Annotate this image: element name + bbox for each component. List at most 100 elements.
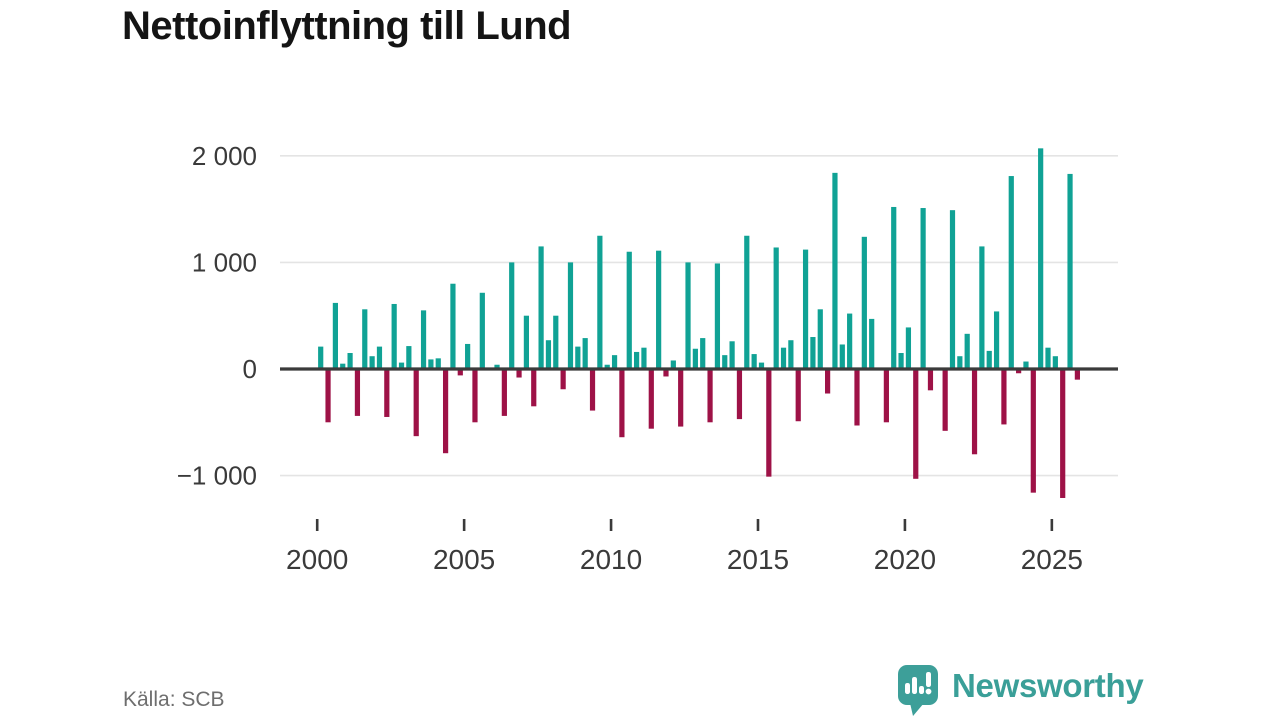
- bar-2005-Q2: [472, 369, 478, 423]
- bar-2009-Q3: [597, 235, 603, 369]
- bar-2012-Q1: [670, 360, 676, 369]
- bar-2017-Q3: [832, 172, 838, 369]
- bar-2016-Q1: [788, 340, 794, 369]
- bar-2002-Q4: [398, 362, 405, 369]
- bar-2019-Q3: [891, 206, 897, 369]
- bar-2002-Q1: [376, 346, 383, 369]
- bar-2003-Q4: [428, 359, 434, 369]
- bar-2009-Q1: [582, 338, 588, 369]
- bar-2025-Q1: [1052, 356, 1058, 369]
- bar-2022-Q1: [964, 333, 970, 369]
- bar-2000-Q2: [325, 369, 331, 423]
- bar-2015-Q2: [766, 369, 772, 477]
- x-axis-tick-label: 2005: [433, 544, 495, 575]
- bar-2002-Q2: [384, 369, 390, 417]
- bar-2006-Q2: [501, 369, 507, 416]
- bar-2006-Q1: [494, 364, 500, 369]
- bar-2020-Q3: [920, 208, 926, 369]
- bar-2013-Q1: [700, 338, 706, 369]
- bar-2007-Q2: [531, 369, 537, 407]
- x-axis-tick-label: 2015: [727, 544, 789, 575]
- y-axis-tick-label: 2 000: [192, 141, 257, 171]
- bar-2011-Q2: [648, 369, 654, 429]
- bar-2025-Q2: [1060, 369, 1066, 498]
- bar-2013-Q4: [722, 355, 728, 369]
- bar-2008-Q1: [553, 315, 559, 369]
- bar-2012-Q3: [685, 262, 691, 369]
- bar-2022-Q3: [979, 246, 985, 369]
- bar-2014-Q3: [744, 235, 750, 369]
- bar-2024-Q2: [1030, 369, 1036, 493]
- bar-2023-Q2: [1001, 369, 1007, 425]
- bar-2001-Q4: [369, 356, 375, 369]
- bar-2005-Q3: [479, 292, 485, 369]
- bar-2007-Q3: [538, 246, 544, 369]
- bar-2000-Q3: [332, 302, 338, 369]
- bar-2025-Q4: [1074, 369, 1080, 380]
- bar-2017-Q1: [817, 309, 823, 369]
- bar-2001-Q1: [347, 353, 353, 369]
- bar-2023-Q3: [1008, 176, 1014, 369]
- bar-2008-Q4: [575, 346, 581, 369]
- bar-2012-Q2: [678, 369, 684, 427]
- bar-2013-Q2: [707, 369, 713, 423]
- bar-2023-Q4: [1016, 369, 1022, 374]
- bar-2002-Q3: [391, 303, 397, 369]
- bar-2001-Q3: [362, 309, 368, 369]
- x-axis-tick-label: 2010: [580, 544, 642, 575]
- bar-2021-Q4: [957, 356, 963, 369]
- bar-2004-Q3: [450, 283, 456, 369]
- bar-2010-Q2: [619, 369, 625, 438]
- bar-2022-Q2: [971, 369, 978, 455]
- bar-2010-Q1: [611, 355, 618, 369]
- bar-2023-Q1: [993, 311, 1000, 369]
- bar-2014-Q1: [729, 341, 735, 369]
- bar-2001-Q2: [354, 369, 361, 416]
- bar-2024-Q1: [1023, 361, 1029, 369]
- bar-2004-Q1: [435, 358, 441, 369]
- y-axis-tick-label: 1 000: [192, 247, 257, 277]
- bar-2011-Q1: [641, 347, 647, 369]
- bar-2013-Q3: [714, 263, 721, 369]
- x-axis-tick-label: 2020: [874, 544, 936, 575]
- bar-2018-Q2: [854, 369, 860, 426]
- chart-title: Nettoinflyttning till Lund: [122, 4, 572, 48]
- bar-2019-Q2: [883, 369, 889, 423]
- bar-2011-Q4: [663, 369, 669, 377]
- bar-2015-Q3: [773, 247, 779, 369]
- bar-2022-Q4: [986, 350, 992, 369]
- bar-2005-Q1: [465, 343, 471, 369]
- bar-2019-Q4: [898, 353, 904, 369]
- bar-2017-Q2: [825, 369, 831, 394]
- bar-2025-Q3: [1067, 173, 1073, 369]
- bar-2007-Q1: [523, 315, 530, 369]
- bar-2021-Q3: [949, 210, 956, 369]
- bar-2020-Q2: [913, 369, 919, 479]
- bar-2000-Q4: [340, 363, 346, 369]
- bar-2006-Q4: [516, 369, 522, 378]
- bar-2014-Q2: [736, 369, 743, 420]
- bar-2021-Q2: [942, 369, 948, 431]
- bar-2015-Q1: [758, 362, 765, 369]
- bar-2003-Q3: [420, 310, 427, 369]
- bar-2003-Q1: [406, 346, 412, 369]
- y-axis-tick-label: −1 000: [177, 461, 257, 491]
- bar-2008-Q3: [567, 262, 574, 369]
- bar-2024-Q3: [1038, 148, 1044, 369]
- bar-2006-Q3: [509, 262, 515, 369]
- bar-2016-Q4: [810, 337, 816, 369]
- brand-name: Newsworthy: [952, 667, 1144, 704]
- bar-2018-Q3: [861, 236, 867, 369]
- bar-2018-Q4: [869, 318, 875, 369]
- bar-2003-Q2: [413, 369, 419, 437]
- x-axis-tick-label: 2000: [286, 544, 348, 575]
- bar-2024-Q4: [1045, 347, 1051, 369]
- bar-2016-Q3: [802, 249, 809, 369]
- bar-2014-Q4: [751, 354, 757, 369]
- bar-2008-Q2: [560, 369, 566, 390]
- bar-2015-Q4: [780, 347, 787, 369]
- bar-2012-Q4: [692, 348, 698, 369]
- bar-2016-Q2: [795, 369, 801, 422]
